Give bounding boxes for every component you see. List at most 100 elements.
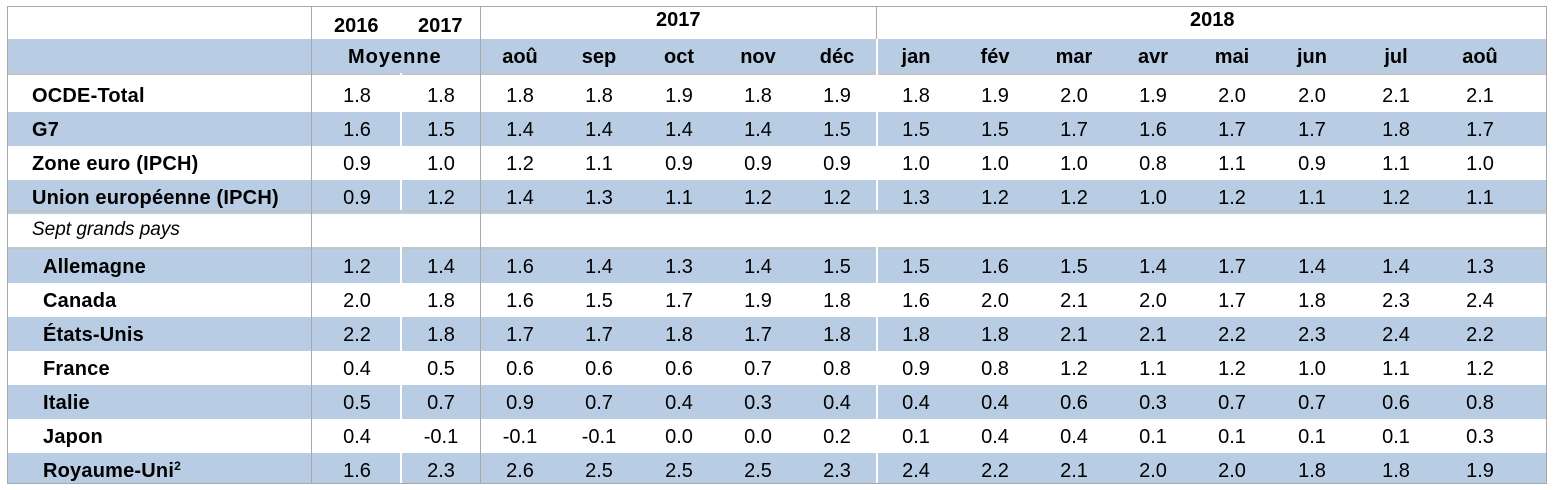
- moyenne-header: Moyenne: [348, 46, 442, 68]
- country-name: Italie: [43, 392, 90, 414]
- row-label: Zone euro (IPCH): [32, 153, 199, 175]
- value-cell: 0.7: [744, 358, 772, 380]
- value-cell: 0.9: [1298, 153, 1326, 175]
- value-cell: 1.4: [585, 256, 613, 278]
- value-cell: 1.5: [823, 256, 851, 278]
- value-cell: 1.0: [1060, 153, 1088, 175]
- row-band: [8, 317, 1546, 351]
- value-cell: 1.5: [902, 256, 930, 278]
- country-label: Italie: [43, 393, 90, 413]
- value-cell: 0.0: [665, 426, 693, 448]
- value-cell: 1.8: [427, 85, 455, 107]
- value-cell: 2.4: [902, 460, 930, 482]
- value-cell: 1.2: [823, 187, 851, 209]
- v-divider-2018: [876, 7, 877, 39]
- value-cell: -0.1: [502, 426, 538, 448]
- value-cell: 0.3: [1139, 392, 1167, 414]
- value-cell: 1.8: [902, 324, 930, 346]
- v-white-divider: [400, 247, 402, 483]
- value-cell: 1.8: [902, 85, 930, 107]
- section-divider-top: [8, 210, 1546, 212]
- value-cell: 2.0: [1139, 290, 1167, 312]
- value-cell: 0.5: [343, 392, 371, 414]
- value-cell: 1.8: [585, 85, 613, 107]
- value-cell: 0.0: [744, 426, 772, 448]
- value-cell: 1.8: [823, 290, 851, 312]
- value-cell: 2.0: [1139, 460, 1167, 482]
- value-cell: 0.1: [1382, 426, 1410, 448]
- value-cell: 0.5: [427, 358, 455, 380]
- value-cell: 1.8: [427, 290, 455, 312]
- header-band: [8, 39, 1546, 73]
- value-cell: 1.2: [506, 153, 534, 175]
- value-cell: 1.5: [427, 119, 455, 141]
- month-header: avr: [1137, 46, 1169, 68]
- value-cell: 1.9: [744, 290, 772, 312]
- value-cell: 2.1: [1060, 324, 1088, 346]
- row-label: Union européenne (IPCH): [32, 187, 279, 209]
- value-cell: 0.8: [981, 358, 1009, 380]
- value-cell: 0.4: [343, 358, 371, 380]
- value-cell: 1.9: [823, 85, 851, 107]
- value-cell: 2.2: [981, 460, 1009, 482]
- value-cell: 1.8: [506, 85, 534, 107]
- value-cell: 1.2: [343, 256, 371, 278]
- value-cell: 1.2: [427, 187, 455, 209]
- value-cell: 1.0: [1298, 358, 1326, 380]
- value-cell: 0.6: [1382, 392, 1410, 414]
- country-name: France: [43, 358, 110, 380]
- value-cell: 1.2: [1466, 358, 1494, 380]
- value-cell: 2.5: [665, 460, 693, 482]
- country-name: Royaume-Uni: [43, 460, 175, 482]
- value-cell: 1.4: [1139, 256, 1167, 278]
- month-header: fév: [980, 46, 1010, 68]
- value-cell: 0.3: [744, 392, 772, 414]
- value-cell: 2.5: [744, 460, 772, 482]
- value-cell: 1.3: [585, 187, 613, 209]
- value-cell: 2.0: [343, 290, 371, 312]
- country-label: Japon: [43, 427, 103, 447]
- value-cell: 0.7: [427, 392, 455, 414]
- value-cell: 0.4: [665, 392, 693, 414]
- value-cell: 2.4: [1466, 290, 1494, 312]
- value-cell: 0.6: [506, 358, 534, 380]
- value-cell: 2.3: [427, 460, 455, 482]
- value-cell: 0.4: [981, 426, 1009, 448]
- value-cell: 1.5: [1060, 256, 1088, 278]
- value-cell: 1.8: [744, 85, 772, 107]
- value-cell: 1.1: [665, 187, 693, 209]
- value-cell: 0.3: [1466, 426, 1494, 448]
- value-cell: 0.8: [1466, 392, 1494, 414]
- value-cell: 0.8: [1139, 153, 1167, 175]
- value-cell: 0.9: [902, 358, 930, 380]
- month-header: mai: [1214, 46, 1250, 68]
- row-label: OCDE-Total: [32, 85, 145, 107]
- value-cell: 1.1: [1466, 187, 1494, 209]
- v-white-divider: [876, 247, 878, 483]
- value-cell: 1.8: [823, 324, 851, 346]
- value-cell: 1.4: [665, 119, 693, 141]
- month-header: mar: [1055, 46, 1093, 68]
- value-cell: 2.1: [1139, 324, 1167, 346]
- value-cell: 0.6: [665, 358, 693, 380]
- value-cell: 1.8: [343, 85, 371, 107]
- value-cell: 1.4: [506, 187, 534, 209]
- value-cell: 1.4: [427, 256, 455, 278]
- value-cell: 2.2: [1218, 324, 1246, 346]
- value-cell: 2.0: [1218, 85, 1246, 107]
- value-cell: -0.1: [581, 426, 617, 448]
- value-cell: 1.7: [744, 324, 772, 346]
- value-cell: 0.9: [823, 153, 851, 175]
- month-header: déc: [819, 46, 855, 68]
- v-divider-label: [311, 7, 312, 483]
- country-label: Allemagne: [43, 257, 146, 277]
- month-header: jul: [1384, 46, 1408, 68]
- value-cell: 1.8: [427, 324, 455, 346]
- value-cell: 1.6: [506, 256, 534, 278]
- country-name: Allemagne: [43, 256, 146, 278]
- value-cell: 2.2: [343, 324, 371, 346]
- country-label: Royaume-Uni2: [43, 460, 181, 482]
- value-cell: 0.4: [981, 392, 1009, 414]
- value-cell: 1.2: [1218, 358, 1246, 380]
- value-cell: 2.0: [1298, 85, 1326, 107]
